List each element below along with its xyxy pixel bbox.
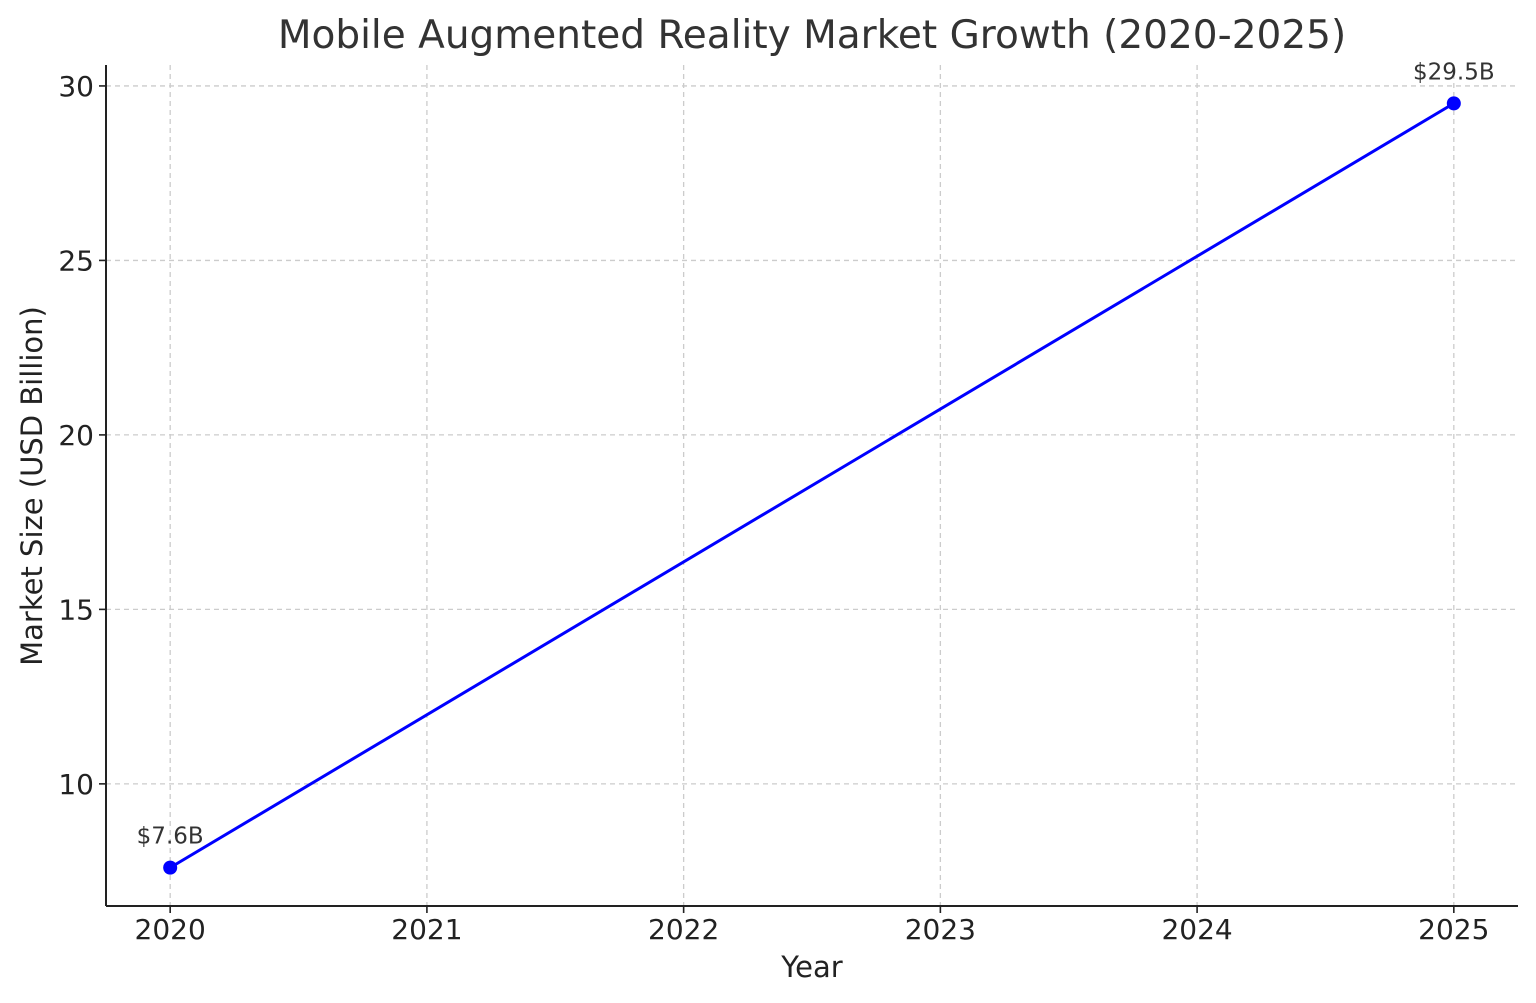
y-tick-label: 15 [58,593,94,626]
series: $7.6B $29.5B [137,59,1495,875]
x-tick-label: 2023 [905,913,976,946]
data-point [163,860,178,875]
y-tick-label: 10 [58,768,94,801]
data-label: $29.5B [1413,59,1495,85]
data-label: $7.6B [137,824,204,850]
y-tick-label: 20 [58,419,94,452]
series-line [169,102,1455,869]
x-tick-label: 2024 [1161,913,1232,946]
chart-title: Mobile Augmented Reality Market Growth (… [278,13,1346,58]
x-axis-label: Year [780,950,842,984]
data-point [1446,96,1461,111]
y-tick-label: 30 [58,70,94,103]
y-tick-label: 25 [58,244,94,277]
grid [106,65,1518,906]
x-tick-label: 2025 [1418,913,1489,946]
x-tick-label: 2020 [135,913,206,946]
x-tick-label: 2022 [648,913,719,946]
y-axis-label: Market Size (USD Billion) [15,306,49,666]
x-tick-label: 2021 [391,913,462,946]
